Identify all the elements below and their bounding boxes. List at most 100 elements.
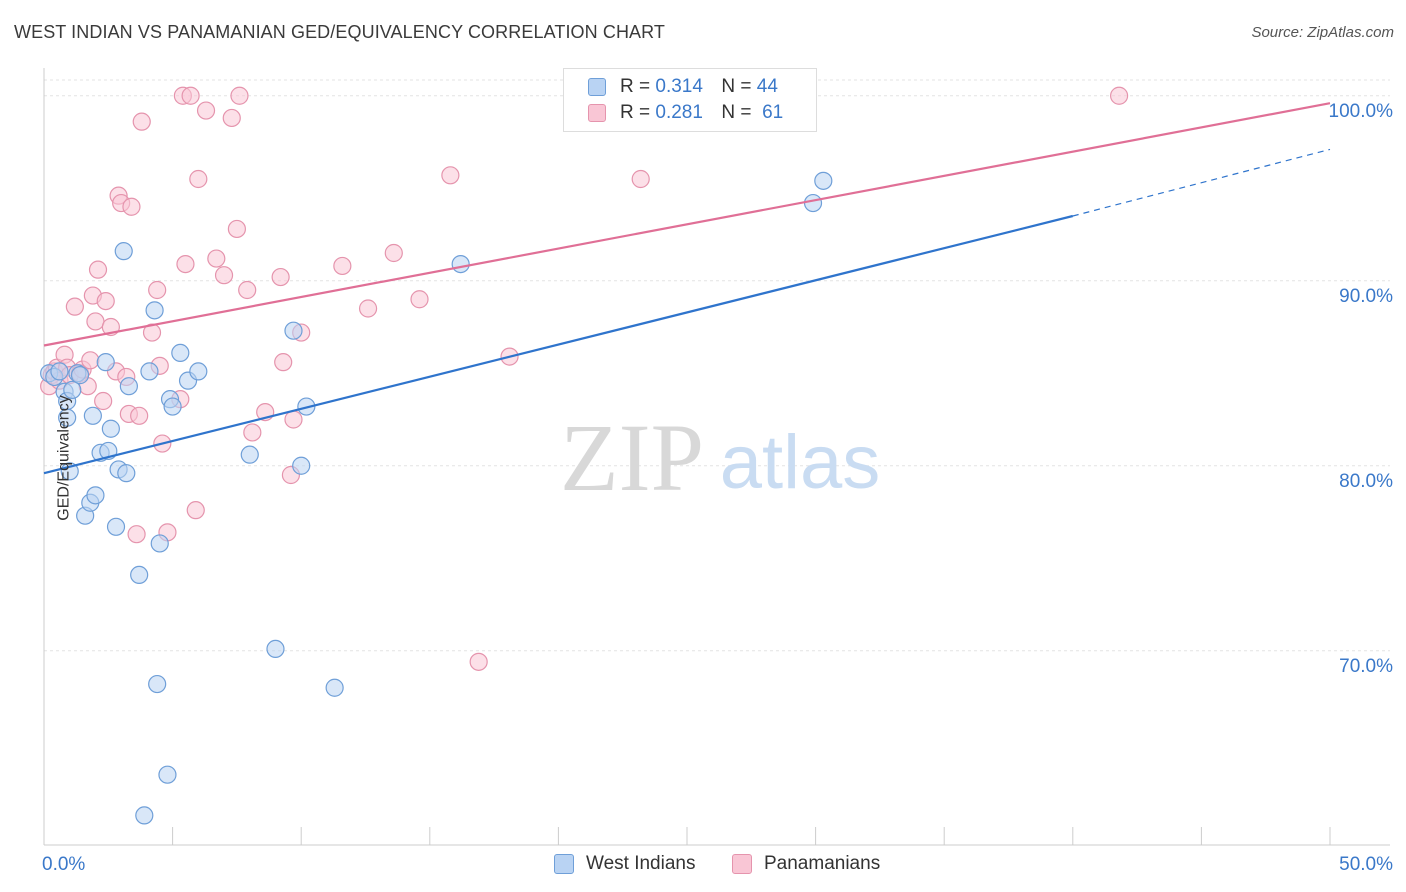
legend-row-panamanians: R = 0.281 N = 61 xyxy=(588,101,783,125)
data-point xyxy=(130,406,149,425)
data-point xyxy=(63,380,82,399)
data-point xyxy=(50,362,69,381)
data-point xyxy=(631,169,650,189)
pink-swatch-icon xyxy=(588,104,606,122)
data-point xyxy=(163,397,182,416)
series-panamanians-points xyxy=(40,86,1129,671)
trend-line-panamanians xyxy=(43,102,1331,347)
y-tick-label: 100.0% xyxy=(1329,101,1394,122)
y-tick-label: 80.0% xyxy=(1339,471,1393,492)
data-point xyxy=(171,343,190,362)
data-point xyxy=(284,321,303,340)
data-point xyxy=(122,197,141,216)
data-point xyxy=(325,678,344,697)
axes xyxy=(43,68,1390,846)
data-point xyxy=(132,112,151,131)
watermark-zip: ZIP xyxy=(560,404,704,511)
legend-item-west-indians[interactable]: West Indians xyxy=(554,851,695,877)
data-point xyxy=(292,456,311,475)
data-point xyxy=(441,166,460,185)
data-point xyxy=(119,377,138,396)
legend-label: Panamanians xyxy=(764,853,881,874)
correlation-legend: R = 0.314 N = 44 R = 0.281 N = 61 xyxy=(563,68,817,132)
data-point xyxy=(96,353,115,372)
data-point xyxy=(181,86,200,105)
source-label: Source: ZipAtlas.com xyxy=(1251,24,1394,41)
data-point xyxy=(106,517,126,536)
y-tick-label: 90.0% xyxy=(1339,286,1393,307)
blue-swatch-icon xyxy=(588,78,606,96)
data-point xyxy=(145,301,164,320)
r-value: 0.281 xyxy=(655,102,703,123)
data-point xyxy=(81,351,100,370)
data-point xyxy=(410,290,429,309)
data-point xyxy=(114,242,133,261)
data-point xyxy=(135,806,154,825)
data-point xyxy=(1109,86,1129,105)
data-point xyxy=(451,255,470,274)
data-point xyxy=(284,410,303,429)
x-tick-label: 50.0% xyxy=(1339,854,1393,875)
n-value: 44 xyxy=(756,76,778,97)
data-point xyxy=(189,362,208,381)
x-tick-label: 0.0% xyxy=(42,854,85,875)
r-value: 0.314 xyxy=(655,76,703,97)
data-point xyxy=(469,652,488,671)
data-point xyxy=(227,219,246,239)
data-point xyxy=(70,366,90,385)
y-tick-label: 70.0% xyxy=(1339,656,1393,677)
trend-lines xyxy=(43,102,1331,475)
data-point xyxy=(101,419,120,438)
n-label: N = xyxy=(721,76,752,97)
blue-swatch-icon xyxy=(554,854,574,874)
n-value: 61 xyxy=(762,102,784,123)
data-point xyxy=(176,255,195,274)
legend-item-panamanians[interactable]: Panamanians xyxy=(732,851,880,877)
data-point xyxy=(88,260,108,279)
trend-line-west-indians xyxy=(43,214,1074,475)
data-point xyxy=(358,299,378,318)
data-point xyxy=(814,171,833,190)
legend-label: West Indians xyxy=(586,853,696,874)
data-point xyxy=(96,292,115,311)
data-point xyxy=(803,193,823,213)
data-point xyxy=(196,101,216,120)
data-point xyxy=(384,243,403,263)
data-point xyxy=(65,297,84,316)
data-point xyxy=(83,406,102,425)
data-point xyxy=(333,256,352,276)
data-point xyxy=(222,108,241,128)
data-point xyxy=(186,501,205,520)
data-point xyxy=(150,534,169,553)
r-label: R = xyxy=(620,102,651,123)
data-point xyxy=(266,639,285,659)
data-point xyxy=(189,169,208,189)
data-point xyxy=(86,486,105,505)
data-point xyxy=(158,765,177,784)
data-point xyxy=(127,525,146,544)
data-point xyxy=(148,280,167,300)
data-point xyxy=(274,353,293,372)
data-point xyxy=(148,674,167,694)
legend-row-west-indians: R = 0.314 N = 44 xyxy=(588,75,778,99)
r-label: R = xyxy=(620,76,651,97)
data-point xyxy=(86,312,105,331)
data-point xyxy=(207,249,226,268)
data-point xyxy=(271,267,290,287)
data-point xyxy=(214,266,234,285)
data-point xyxy=(243,423,262,442)
grid-lines xyxy=(44,79,1390,652)
pink-swatch-icon xyxy=(732,854,752,874)
data-point xyxy=(130,565,149,585)
data-point xyxy=(94,391,113,411)
tick-labels: 70.0% 80.0% 90.0% 100.0% 0.0% 50.0% xyxy=(42,101,1393,875)
data-point xyxy=(238,280,257,300)
chart-title: WEST INDIAN VS PANAMANIAN GED/EQUIVALENC… xyxy=(14,22,666,42)
data-point xyxy=(230,86,249,105)
watermark-atlas: atlas xyxy=(720,420,881,505)
series-west-indians-points xyxy=(40,171,833,825)
y-axis-label: GED/Equivalency xyxy=(55,395,73,521)
data-point xyxy=(140,362,159,381)
data-point xyxy=(117,464,136,483)
